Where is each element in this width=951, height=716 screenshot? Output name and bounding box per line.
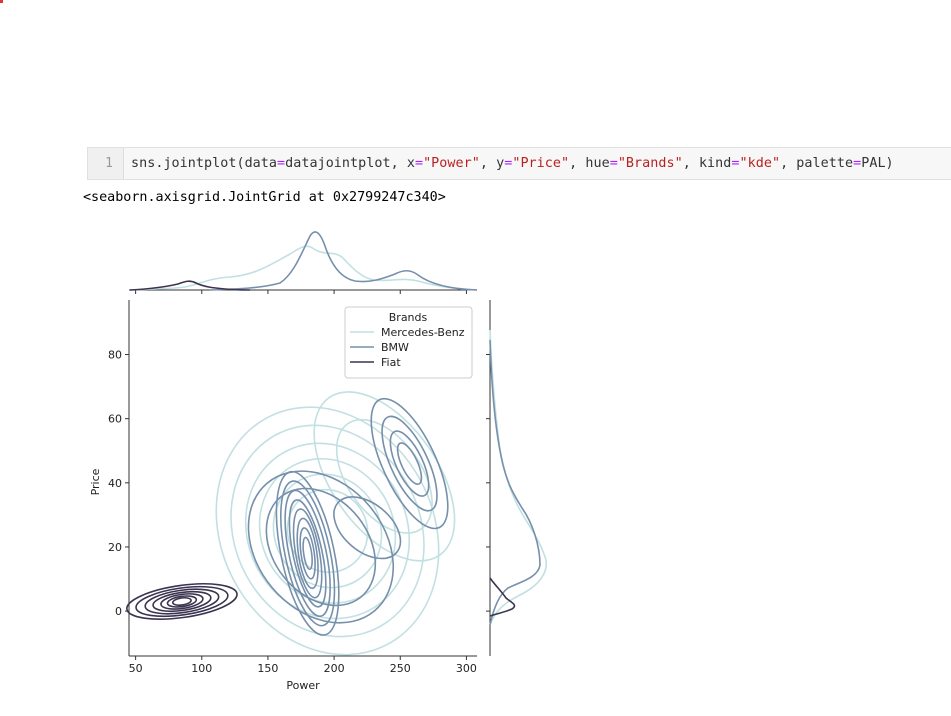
contour-fiat — [171, 596, 192, 607]
top-marginal — [129, 231, 478, 294]
y-ticks: 0 20 40 60 80 — [108, 349, 129, 618]
code-token: = — [853, 156, 862, 171]
code-cell[interactable]: 1 sns.jointplot(data=datajointplot, x="P… — [87, 147, 951, 180]
x-axis-label: Power — [286, 679, 320, 692]
contour-bmw — [299, 527, 316, 580]
code-token: = — [414, 156, 424, 171]
contour-bmw — [292, 508, 323, 599]
code-token: , hue — [569, 156, 610, 171]
y-tick-label: 40 — [108, 477, 122, 490]
contour-bmw — [296, 517, 319, 590]
contour-mercedes — [313, 391, 456, 562]
code-token: = — [731, 156, 740, 171]
code-token: PAL) — [861, 156, 894, 171]
x-tick-label: 100 — [191, 662, 212, 675]
x-tick-label: 200 — [324, 662, 345, 675]
contour-bmw — [333, 496, 402, 560]
contour-mercedes — [230, 424, 425, 638]
kde-contours — [126, 391, 456, 656]
contour-fiat — [166, 595, 198, 608]
contour-fiat — [144, 588, 220, 615]
main-axes: 50 100 150 200 250 300 0 20 40 60 80 Power Price — [89, 300, 477, 692]
contour-bmw — [381, 415, 438, 512]
y-tick-label: 60 — [108, 413, 122, 426]
code-token: = — [609, 156, 618, 171]
x-tick-label: 300 — [456, 662, 477, 675]
legend-box — [344, 306, 473, 379]
right-marginal-curve-bmw — [489, 339, 541, 626]
code-token: "kde" — [739, 156, 781, 171]
contour-bmw — [288, 499, 327, 608]
code-token: "Brands" — [617, 156, 683, 171]
top-marginal-curve-mercedes — [129, 245, 478, 291]
cell-output: <seaborn.axisgrid.JointGrid at 0x2799247… — [83, 190, 446, 205]
code-token: datajointplot, x — [285, 156, 415, 171]
top-marginal-curve-bmw — [209, 231, 478, 291]
contour-bmw — [302, 536, 313, 571]
top-marginal-curve-fiat — [129, 280, 251, 291]
code-token: , kind — [682, 156, 732, 171]
right-marginal-curve-fiat — [489, 577, 516, 617]
code-token: = — [277, 156, 286, 171]
legend-title: Brands — [389, 311, 428, 324]
contour-mercedes — [244, 442, 411, 620]
contour-fiat — [135, 585, 229, 618]
legend-entry: Fiat — [381, 356, 401, 369]
contour-fiat — [152, 590, 212, 613]
right-marginal — [486, 300, 548, 656]
legend-entry: Mercedes-Benz — [381, 326, 465, 339]
legend-items: Mercedes-Benz BMW Fiat — [350, 326, 465, 369]
contour-bmw — [370, 397, 449, 530]
contour-fiat — [126, 583, 238, 620]
y-tick-label: 20 — [108, 541, 122, 554]
contour-bmw — [284, 489, 331, 618]
top-marginal-ticks — [135, 290, 467, 294]
x-tick-label: 150 — [257, 662, 278, 675]
contour-bmw — [280, 480, 336, 627]
contour-bmw — [389, 430, 430, 497]
code-token: , y — [479, 156, 505, 171]
code-token: , palette — [780, 156, 854, 171]
red-marker — [0, 0, 3, 3]
line-number: 1 — [105, 156, 113, 171]
code-token: "Price" — [512, 156, 570, 171]
contour-bmw — [275, 470, 340, 636]
legend: Brands Mercedes-Benz BMW Fiat — [344, 306, 473, 379]
y-tick-label: 0 — [115, 605, 122, 618]
code-token: sns.jointplot(data — [131, 156, 278, 171]
contour-bmw — [265, 487, 377, 607]
right-marginal-curve-mercedes — [489, 329, 548, 626]
code-token: "Power" — [423, 156, 480, 171]
line-gutter: 1 — [88, 148, 124, 179]
contour-fiat — [160, 593, 204, 610]
contour-bmw — [396, 442, 423, 485]
y-tick-label: 80 — [108, 349, 122, 362]
x-tick-label: 50 — [129, 662, 143, 675]
code-token: = — [504, 156, 513, 171]
x-ticks: 50 100 150 200 250 300 — [129, 656, 477, 675]
y-axis-label: Price — [89, 468, 102, 495]
right-marginal-ticks — [486, 354, 490, 612]
contour-mercedes — [215, 406, 440, 656]
contour-bmw — [247, 470, 395, 624]
legend-entry: BMW — [381, 341, 409, 354]
x-tick-label: 250 — [390, 662, 411, 675]
code-line[interactable]: sns.jointplot(data=datajointplot, x="Pow… — [131, 156, 894, 171]
